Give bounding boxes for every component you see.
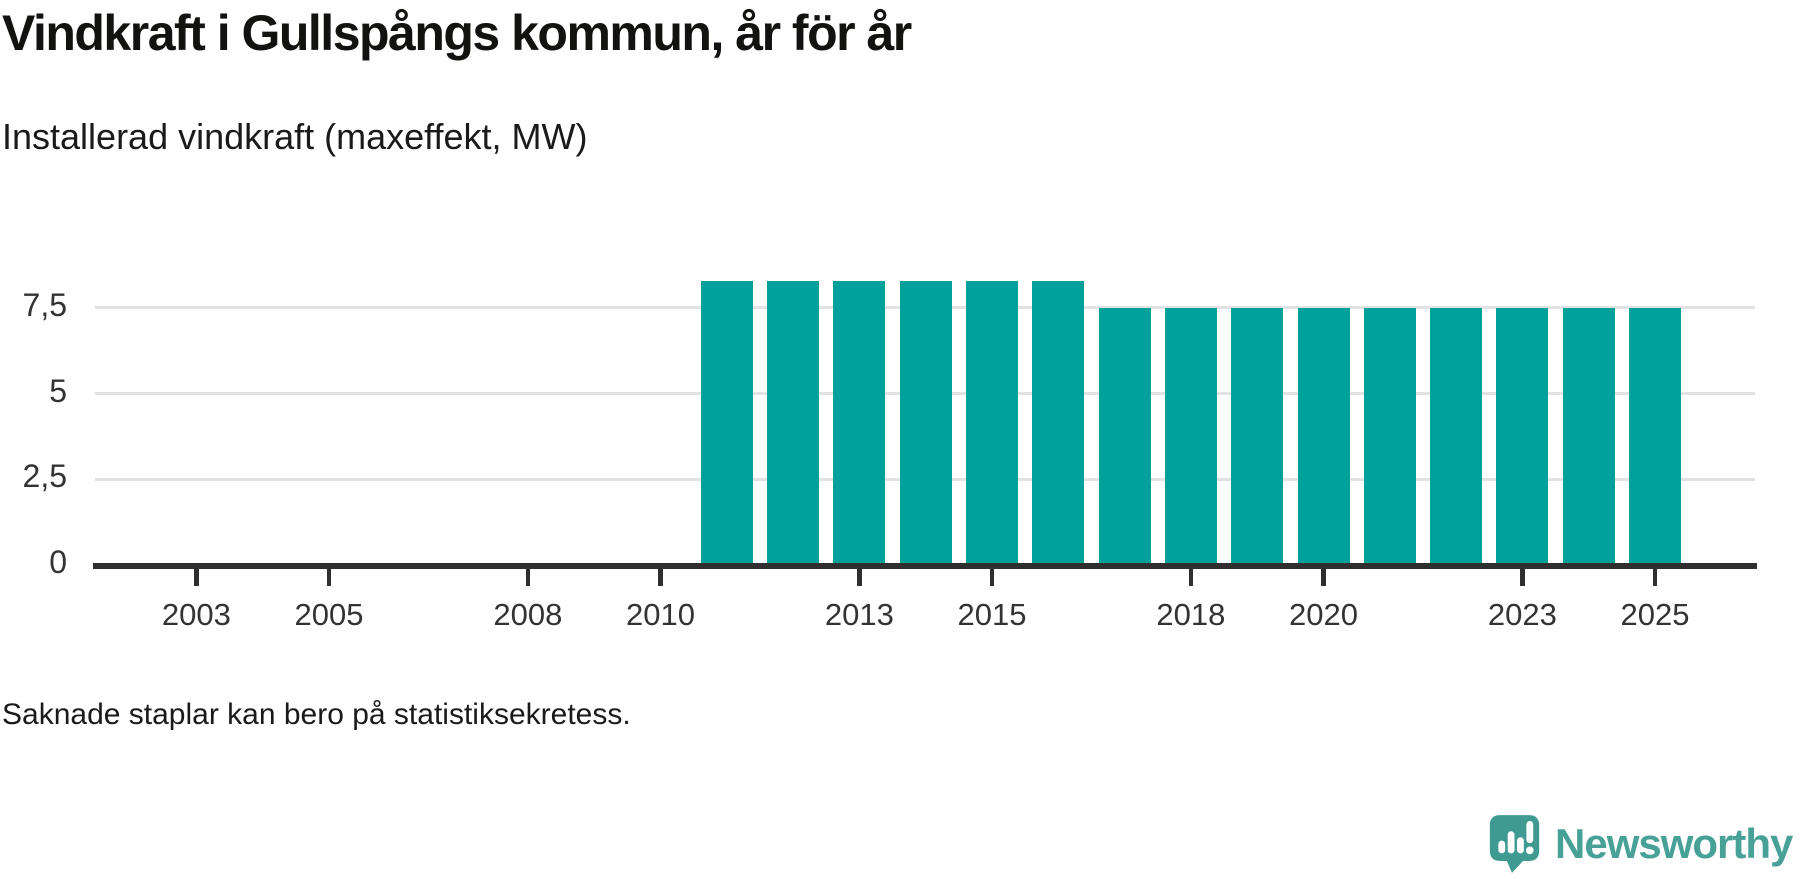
y-axis-label: 0 <box>49 544 67 580</box>
x-axis-tick <box>857 566 862 586</box>
chart-bar-2014 <box>899 280 952 565</box>
x-axis-tick <box>525 566 531 586</box>
x-axis-label: 2013 <box>824 597 894 632</box>
chart-bar-2024 <box>1562 307 1615 565</box>
x-axis-label: 2020 <box>1289 597 1358 632</box>
x-axis-label: 2025 <box>1620 597 1690 632</box>
newsworthy-branding: Newsworthy <box>1489 814 1793 874</box>
chart-bar-2019 <box>1231 307 1284 565</box>
chart-bar-2016 <box>1032 280 1085 565</box>
chart-bar-2022 <box>1430 307 1483 565</box>
x-axis-tick <box>658 566 663 586</box>
y-axis-label: 2,5 <box>22 458 67 495</box>
newsworthy-logo-text: Newsworthy <box>1555 820 1793 867</box>
newsworthy-speech-bubble-bar-chart-icon <box>1489 815 1540 873</box>
x-axis-label: 2015 <box>957 597 1027 632</box>
x-axis-tick <box>1321 566 1326 586</box>
chart-title: Vindkraft i Gullspångs kommun, år för år <box>2 5 912 61</box>
x-axis-line <box>93 563 1757 569</box>
x-axis-tick <box>1520 566 1525 586</box>
chart-bar-2013 <box>833 280 886 565</box>
x-axis-label: 2003 <box>161 597 231 632</box>
chart-bar-2012 <box>767 280 820 565</box>
x-axis-label: 2023 <box>1487 597 1557 632</box>
y-axis-label: 7,5 <box>22 286 67 323</box>
chart-bar-2015 <box>966 280 1018 565</box>
chart-bar-2020 <box>1297 307 1350 565</box>
chart-bar-2023 <box>1496 307 1549 565</box>
x-axis-label: 2005 <box>294 597 364 632</box>
chart-subtitle: Installerad vindkraft (maxeffekt, MW) <box>2 116 588 157</box>
y-axis-label: 5 <box>49 372 67 409</box>
x-axis-tick <box>1652 566 1658 586</box>
x-axis-tick <box>1188 566 1194 586</box>
x-axis-tick <box>194 566 199 586</box>
x-axis-tick <box>989 566 995 586</box>
chart-footnote: Saknade staplar kan bero på statistiksek… <box>2 698 631 731</box>
x-axis-label: 2010 <box>626 597 695 632</box>
chart-bar-2021 <box>1363 307 1416 565</box>
chart-bar-2025 <box>1629 307 1681 565</box>
chart-bar-2011 <box>700 280 753 565</box>
x-axis-label: 2018 <box>1156 597 1226 632</box>
chart-bar-2018 <box>1164 307 1217 565</box>
x-axis-label: 2008 <box>493 597 563 632</box>
chart-bar-2017 <box>1098 307 1151 565</box>
bar-chart-plot-area: 0 2,5 5 7,5 2003 2005 2008 2010 2013 2015 2018 2020… <box>22 280 1757 632</box>
x-axis-tick <box>326 566 332 586</box>
